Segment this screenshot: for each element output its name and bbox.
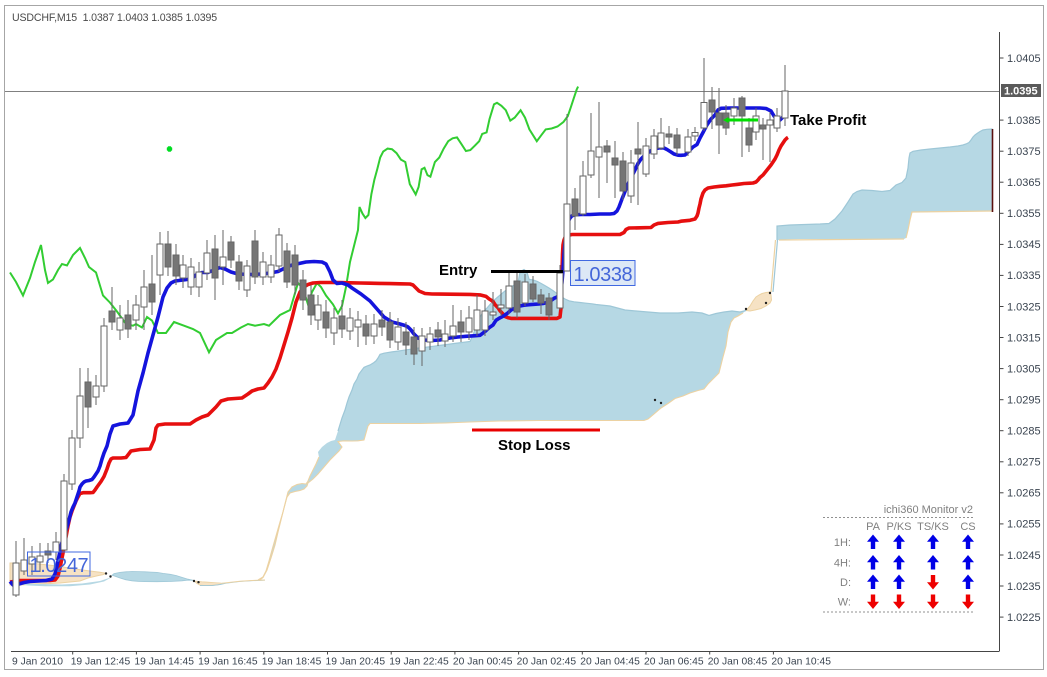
svg-text:1.0395: 1.0395: [1004, 86, 1038, 98]
svg-text:1.0225: 1.0225: [1007, 612, 1041, 624]
svg-text:19 Jan 20:45: 19 Jan 20:45: [326, 657, 386, 668]
svg-text:1.0345: 1.0345: [1007, 239, 1041, 251]
svg-text:20 Jan 10:45: 20 Jan 10:45: [771, 657, 831, 668]
svg-text:1.0385: 1.0385: [1007, 115, 1041, 127]
svg-text:1.0338: 1.0338: [574, 264, 633, 286]
svg-text:1.0315: 1.0315: [1007, 332, 1041, 344]
svg-text:1H:: 1H:: [834, 537, 851, 549]
svg-text:TS/KS: TS/KS: [917, 521, 949, 533]
svg-text:4H:: 4H:: [834, 558, 851, 570]
svg-text:1.0335: 1.0335: [1007, 270, 1041, 282]
svg-text:1.0325: 1.0325: [1007, 301, 1041, 313]
svg-text:1.0275: 1.0275: [1007, 457, 1041, 469]
svg-text:1.0405: 1.0405: [1007, 53, 1041, 65]
svg-text:1.0305: 1.0305: [1007, 363, 1041, 375]
svg-text:Take Profit: Take Profit: [790, 112, 866, 129]
svg-text:19 Jan 14:45: 19 Jan 14:45: [134, 657, 194, 668]
svg-text:P/KS: P/KS: [886, 521, 911, 533]
svg-text:19 Jan 12:45: 19 Jan 12:45: [71, 657, 131, 668]
svg-text:Stop Loss: Stop Loss: [498, 437, 571, 454]
svg-text:1.0295: 1.0295: [1007, 395, 1041, 407]
svg-text:20 Jan 08:45: 20 Jan 08:45: [708, 657, 768, 668]
svg-text:1.0245: 1.0245: [1007, 550, 1041, 562]
svg-text:PA: PA: [866, 521, 881, 533]
svg-text:20 Jan 06:45: 20 Jan 06:45: [644, 657, 704, 668]
svg-text:1.0365: 1.0365: [1007, 177, 1041, 189]
svg-text:19 Jan 16:45: 19 Jan 16:45: [198, 657, 258, 668]
svg-text:1.0255: 1.0255: [1007, 519, 1041, 531]
svg-text:1.0247: 1.0247: [30, 555, 89, 577]
svg-text:20 Jan 00:45: 20 Jan 00:45: [453, 657, 513, 668]
svg-text:9 Jan 2010: 9 Jan 2010: [12, 657, 63, 668]
svg-text:20 Jan 04:45: 20 Jan 04:45: [580, 657, 640, 668]
svg-text:1.0285: 1.0285: [1007, 426, 1041, 438]
svg-text:CS: CS: [960, 521, 975, 533]
svg-text:19 Jan 18:45: 19 Jan 18:45: [262, 657, 322, 668]
svg-text:D:: D:: [840, 577, 851, 589]
svg-text:1.0355: 1.0355: [1007, 208, 1041, 220]
svg-text:1.0375: 1.0375: [1007, 146, 1041, 158]
svg-text:Entry: Entry: [439, 262, 478, 279]
svg-text:1.0265: 1.0265: [1007, 488, 1041, 500]
svg-text:1.0235: 1.0235: [1007, 581, 1041, 593]
svg-text:USDCHF,M15 1.0387 1.0403 1.03: USDCHF,M15 1.0387 1.0403 1.0385 1.0395: [12, 12, 217, 24]
svg-text:19 Jan 22:45: 19 Jan 22:45: [389, 657, 449, 668]
svg-text:W:: W:: [838, 597, 851, 609]
svg-text:20 Jan 02:45: 20 Jan 02:45: [517, 657, 577, 668]
svg-text:ichi360 Monitor v2: ichi360 Monitor v2: [884, 504, 973, 516]
